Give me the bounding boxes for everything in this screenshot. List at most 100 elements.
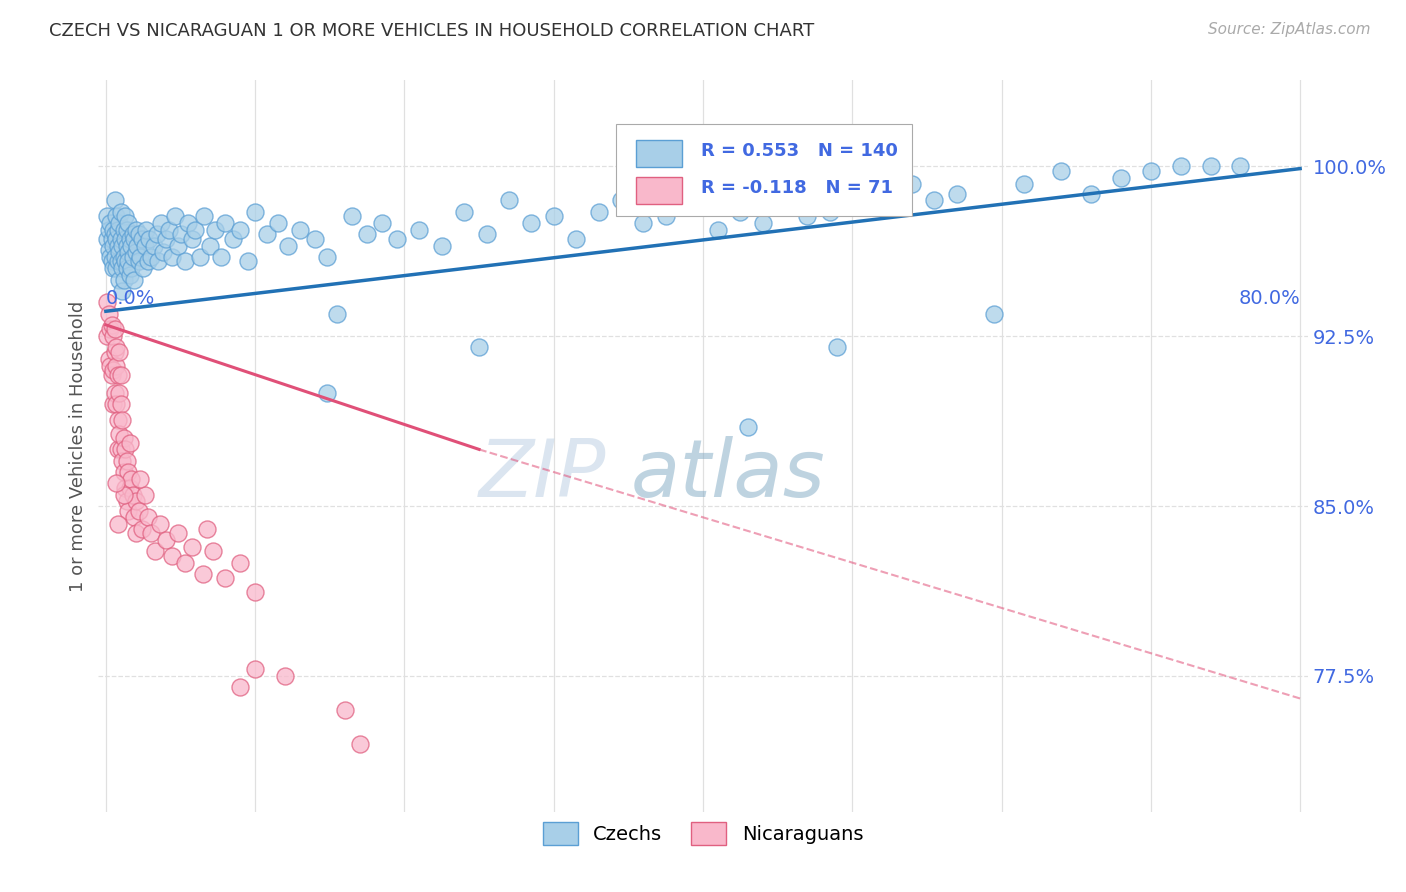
Point xyxy=(114,442,136,457)
Point xyxy=(138,232,160,246)
Point xyxy=(127,238,149,252)
Point xyxy=(117,465,139,479)
Point xyxy=(202,544,225,558)
Point xyxy=(97,223,120,237)
Point xyxy=(125,223,148,237)
Point xyxy=(128,227,150,242)
Point xyxy=(166,526,188,541)
Text: R = -0.118   N = 71: R = -0.118 N = 71 xyxy=(700,179,893,197)
Point xyxy=(1199,159,1222,173)
Point xyxy=(117,503,139,517)
Point xyxy=(209,250,232,264)
Point xyxy=(103,397,125,411)
Point xyxy=(122,510,145,524)
Point xyxy=(174,556,197,570)
Point xyxy=(139,250,162,264)
Point xyxy=(315,250,337,264)
Point xyxy=(827,341,849,355)
Point xyxy=(115,494,138,508)
Point xyxy=(229,223,252,237)
Point xyxy=(453,204,475,219)
Point xyxy=(1229,159,1251,173)
Point xyxy=(128,254,150,268)
Point xyxy=(142,238,165,252)
Point xyxy=(118,481,141,495)
Point xyxy=(356,227,378,242)
Point xyxy=(188,250,211,264)
Point xyxy=(155,232,177,246)
Point xyxy=(97,351,120,366)
Point xyxy=(288,223,311,237)
Point xyxy=(120,472,142,486)
Point xyxy=(107,517,129,532)
Point xyxy=(105,341,128,355)
Point xyxy=(200,238,222,252)
Point xyxy=(121,227,143,242)
Point xyxy=(120,261,142,276)
Point xyxy=(131,522,153,536)
Point xyxy=(104,385,127,400)
Point xyxy=(707,223,730,237)
Point xyxy=(105,232,128,246)
Point xyxy=(333,703,356,717)
Point xyxy=(117,254,139,268)
Point xyxy=(1170,159,1192,173)
Point xyxy=(98,359,121,373)
Point xyxy=(103,329,125,343)
Point xyxy=(103,363,125,377)
Point xyxy=(385,232,408,246)
Point xyxy=(121,488,143,502)
Point xyxy=(105,209,128,223)
Point xyxy=(101,368,124,382)
Point xyxy=(676,194,699,208)
Point xyxy=(104,227,127,242)
Point xyxy=(197,522,219,536)
Point xyxy=(134,238,156,252)
Point xyxy=(243,662,266,676)
Point xyxy=(654,209,676,223)
Point xyxy=(326,306,349,320)
Point xyxy=(105,476,128,491)
Point xyxy=(96,295,118,310)
Point xyxy=(128,503,150,517)
Point xyxy=(104,345,127,359)
Point xyxy=(104,194,127,208)
Point xyxy=(475,227,498,242)
Point xyxy=(277,238,299,252)
Point xyxy=(114,481,136,495)
Point xyxy=(108,385,131,400)
Point xyxy=(107,368,129,382)
Y-axis label: 1 or more Vehicles in Household: 1 or more Vehicles in Household xyxy=(69,301,87,591)
Point xyxy=(112,431,135,445)
Point xyxy=(115,454,138,468)
Point xyxy=(110,254,132,268)
Point xyxy=(120,238,142,252)
Point xyxy=(143,544,166,558)
Point xyxy=(274,669,297,683)
Point xyxy=(129,472,152,486)
Point xyxy=(105,359,128,373)
Point xyxy=(796,209,818,223)
Point xyxy=(96,209,118,223)
Point xyxy=(118,268,141,282)
Point xyxy=(136,510,159,524)
Point xyxy=(157,223,180,237)
Point xyxy=(108,345,131,359)
Point xyxy=(924,194,946,208)
Point xyxy=(107,413,129,427)
Point xyxy=(371,216,394,230)
Point xyxy=(97,243,120,257)
Point xyxy=(191,566,214,581)
Point xyxy=(243,204,266,219)
Point xyxy=(122,232,145,246)
Point xyxy=(131,232,153,246)
Point xyxy=(1080,186,1102,201)
Point xyxy=(117,245,139,260)
Point xyxy=(107,223,129,237)
Point xyxy=(110,397,132,411)
Point xyxy=(340,209,363,223)
Point xyxy=(730,204,752,219)
Legend: Czechs, Nicaraguans: Czechs, Nicaraguans xyxy=(534,814,872,854)
Text: 0.0%: 0.0% xyxy=(105,290,155,309)
Point xyxy=(588,204,610,219)
